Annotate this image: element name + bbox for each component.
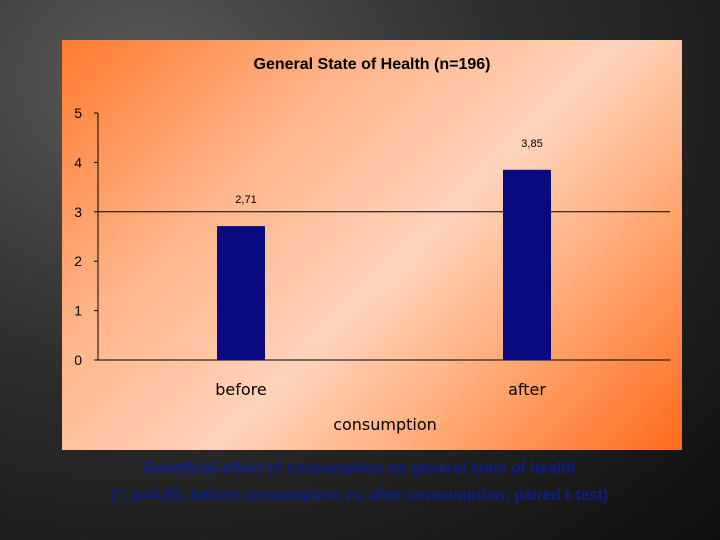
chart-title: General State of Health (n=196) [253,56,491,73]
bar [503,169,551,360]
data-label: 2,71 [235,194,256,206]
caption-line-1: Beneficial effect of consumption on gene… [144,460,576,477]
bar [217,226,265,360]
bar-chart: 0 1 2 3 4 5 2,71 before 3,85 after consumption [74,105,670,434]
y-tick-label: 2 [74,253,82,269]
y-tick-label: 0 [74,352,82,368]
caption-line-2: (*: p<0,05; before consumption vs. after… [111,487,609,504]
x-axis-label: consumption [333,415,437,434]
y-tick-label: 3 [74,204,82,220]
y-tick-label: 1 [74,303,82,319]
x-tick-label: after [508,380,546,399]
chart-panel: General State of Health (n=196) 0 1 2 3 4 5 2,… [62,40,682,450]
x-tick-label: before [215,380,267,399]
y-tick-label: 4 [74,154,82,170]
y-tick-label: 5 [74,105,82,121]
data-label: 3,85 [521,138,542,150]
